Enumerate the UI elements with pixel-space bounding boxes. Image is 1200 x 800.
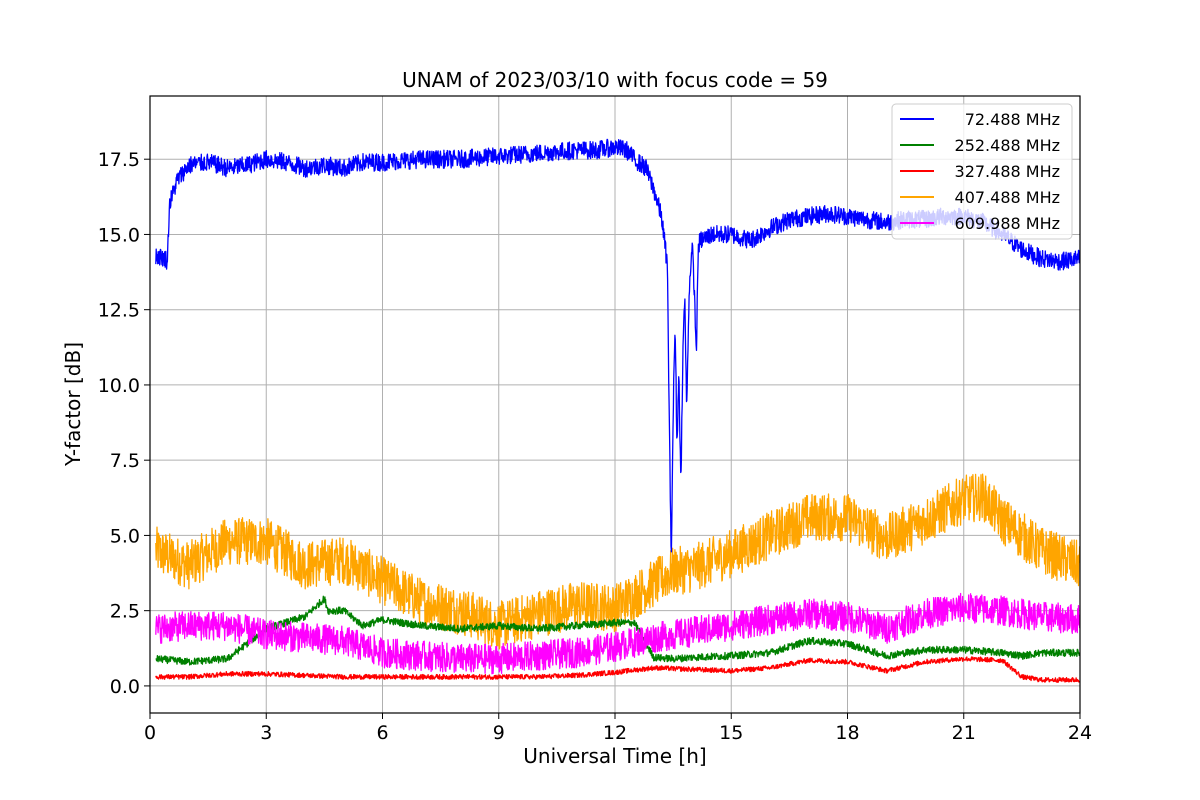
y-axis: 0.0 2.5 5.0 7.5 10.0 12.5 15.0 17.5 [98, 149, 150, 698]
x-axis-label: Universal Time [h] [523, 744, 706, 768]
x-tick-label: 6 [376, 722, 388, 744]
y-tick-label: 2.5 [110, 601, 140, 623]
series-line [155, 595, 1080, 666]
series-line [155, 473, 1080, 650]
series-line [155, 592, 1080, 675]
grid [149, 96, 1081, 713]
x-tick-label: 24 [1068, 722, 1092, 744]
y-tick-label: 15.0 [98, 224, 140, 246]
series-line [155, 656, 1080, 683]
legend-label: 252.488 MHz [955, 136, 1060, 155]
x-tick-label: 12 [603, 722, 627, 744]
y-tick-label: 0.0 [110, 676, 140, 698]
x-tick-label: 3 [260, 722, 272, 744]
x-tick-label: 18 [835, 722, 859, 744]
y-tick-label: 5.0 [110, 525, 140, 547]
legend-label: 72.488 MHz [960, 110, 1060, 129]
legend: 72.488 MHz 252.488 MHz 327.488 MHz 407.488 … [891, 103, 1073, 240]
x-tick-label: 15 [719, 722, 743, 744]
legend-label: 609.988 MHz [955, 214, 1060, 233]
y-tick-label: 12.5 [98, 300, 140, 322]
y-tick-label: 10.0 [98, 375, 140, 397]
chart-title: UNAM of 2023/03/10 with focus code = 59 [402, 68, 828, 92]
y-tick-label: 7.5 [110, 450, 140, 472]
x-tick-label: 0 [144, 722, 156, 744]
legend-label: 407.488 MHz [955, 188, 1060, 207]
y-tick-label: 17.5 [98, 149, 140, 171]
x-tick-label: 21 [952, 722, 976, 744]
x-axis: 0 3 6 9 12 15 18 21 24 [144, 713, 1092, 744]
legend-label: 327.488 MHz [955, 162, 1060, 181]
y-axis-label: Y-factor [dB] [61, 342, 85, 467]
legend-box [891, 103, 1073, 240]
x-tick-label: 9 [493, 722, 505, 744]
